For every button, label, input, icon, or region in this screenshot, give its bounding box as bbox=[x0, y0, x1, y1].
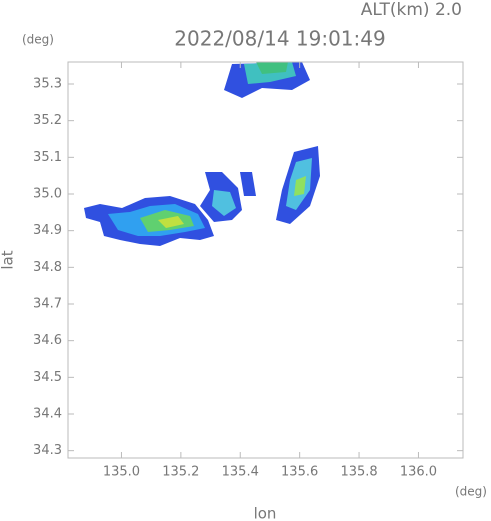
frame bbox=[67, 61, 464, 459]
altitude: ALT(km) 2.0 bbox=[361, 0, 462, 20]
y-tick-label: 35.0 bbox=[33, 187, 62, 202]
chart-title: 2022/08/14 19:01:49 bbox=[174, 27, 385, 51]
y-tick-label: 35.1 bbox=[33, 150, 62, 165]
y-tick-label: 34.4 bbox=[33, 407, 62, 422]
x-tick-label: 136.0 bbox=[400, 465, 437, 480]
y-tick-label: 34.7 bbox=[33, 297, 62, 312]
x-tick-label: 135.8 bbox=[340, 465, 377, 480]
y-tick-label: 35.2 bbox=[33, 113, 62, 128]
echoes bbox=[84, 62, 320, 246]
y-tick-label: 34.9 bbox=[33, 223, 62, 238]
y-tick-label: 34.8 bbox=[33, 260, 62, 275]
y-tick-label: 35.3 bbox=[33, 77, 62, 92]
y-axis-label: lat bbox=[0, 250, 17, 269]
x-tick-label: 135.6 bbox=[281, 465, 318, 480]
y-tick-label: 34.6 bbox=[33, 333, 62, 348]
y-tick-label: 34.3 bbox=[33, 443, 62, 458]
y-unit: (deg) bbox=[22, 33, 54, 47]
x-unit: (deg) bbox=[455, 485, 487, 499]
y-tick-label: 34.5 bbox=[33, 370, 62, 385]
x-tick-label: 135.0 bbox=[103, 465, 140, 480]
x-tick-label: 135.4 bbox=[222, 465, 259, 480]
x-axis-label: lon bbox=[254, 505, 277, 521]
x-tick-label: 135.2 bbox=[162, 465, 199, 480]
